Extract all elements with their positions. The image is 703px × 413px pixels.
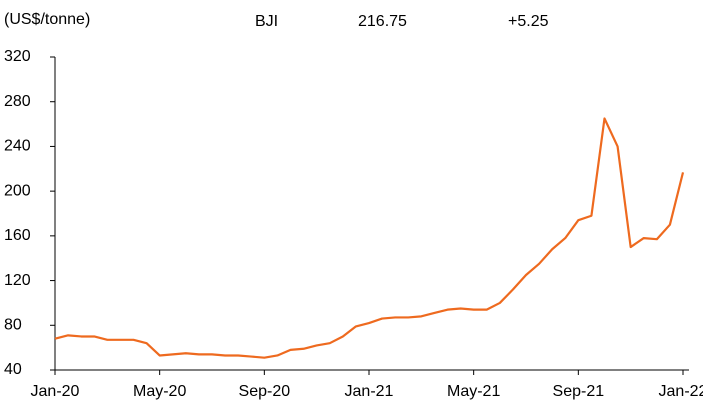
x-tick-label: Sep-21 [553,383,605,400]
x-tick-label: Jan-21 [345,383,394,400]
x-tick-label: Jan-20 [31,383,80,400]
index-last: 216.75 [358,13,407,30]
y-tick-label: 240 [4,138,31,155]
y-tick-label: 160 [4,227,31,244]
x-tick-label: Sep-20 [239,383,291,400]
y-tick-label: 80 [4,317,22,334]
index-change: +5.25 [508,13,549,30]
y-tick-label: 200 [4,182,31,199]
y-tick-label: 280 [4,93,31,110]
y-tick-label: 320 [4,48,31,65]
index-name: BJI [255,13,278,30]
series-line [54,117,685,359]
x-tick-label: Jan-22 [659,383,703,400]
y-tick-label: 120 [4,272,31,289]
y-tick-label: 40 [4,361,22,378]
unit-label: (US$/tonne) [4,11,90,28]
x-tick-label: May-20 [133,383,186,400]
x-tick-label: May-21 [447,383,500,400]
